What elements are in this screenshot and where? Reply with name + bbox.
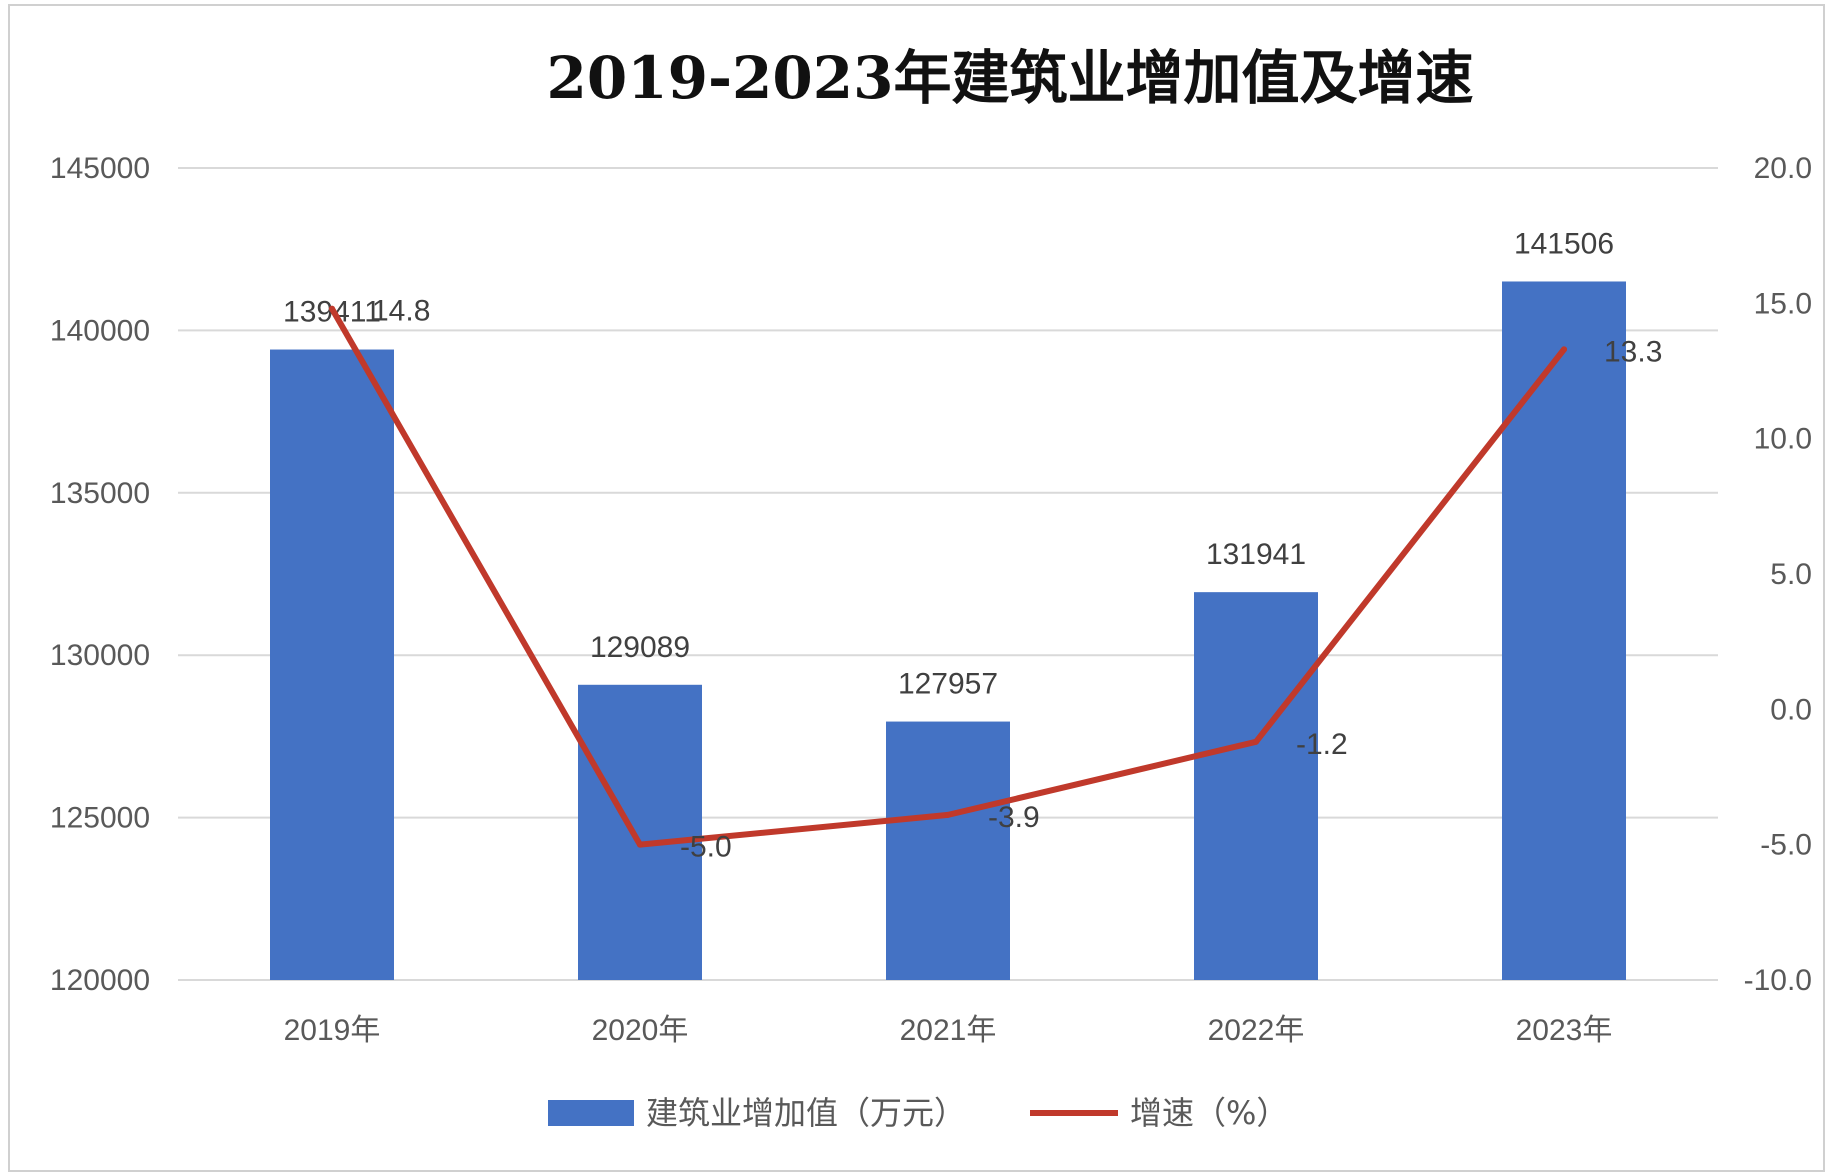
legend-bar-swatch xyxy=(548,1100,634,1126)
line-data-label: 14.8 xyxy=(372,295,430,328)
right-axis-tick-label: -10.0 xyxy=(1744,964,1812,997)
gridlines xyxy=(178,167,1718,981)
right-axis-tick-label: 0.0 xyxy=(1770,693,1812,726)
right-axis: -10.0 -5.0 0.0 5.0 10.0 15.0 20.0 xyxy=(1744,152,1812,997)
x-axis: 2019年 2020年 2021年 2022年 2023年 xyxy=(284,1014,1613,1047)
bar-data-label: 141506 xyxy=(1514,227,1614,260)
bar xyxy=(886,721,1010,980)
right-axis-tick-label: 15.0 xyxy=(1754,287,1812,320)
right-axis-tick-label: -5.0 xyxy=(1760,829,1812,862)
x-axis-tick-label: 2023年 xyxy=(1516,1014,1613,1047)
left-axis-tick-label: 140000 xyxy=(50,314,150,347)
left-axis-tick-label: 125000 xyxy=(50,802,150,835)
line-point xyxy=(637,841,643,848)
left-axis-tick-label: 145000 xyxy=(50,152,150,185)
left-axis: 120000 125000 130000 135000 140000 145000 xyxy=(50,152,150,997)
line-point xyxy=(1561,346,1567,353)
left-axis-tick-label: 135000 xyxy=(50,477,150,510)
line-point xyxy=(945,811,951,818)
line-point xyxy=(1253,738,1259,745)
legend-line-label: 增速（%） xyxy=(1130,1094,1288,1132)
bar xyxy=(1502,281,1626,980)
left-axis-tick-label: 120000 xyxy=(50,964,150,997)
line-data-label: 13.3 xyxy=(1604,335,1662,368)
bar xyxy=(1194,592,1318,980)
line-point xyxy=(329,305,335,312)
x-axis-tick-label: 2022年 xyxy=(1208,1014,1305,1047)
line-data-label: -1.2 xyxy=(1296,728,1348,761)
bar-data-label: 129089 xyxy=(590,631,690,664)
x-axis-tick-label: 2019年 xyxy=(284,1014,381,1047)
legend-bar-label: 建筑业增加值（万元） xyxy=(646,1094,966,1132)
x-axis-tick-label: 2021年 xyxy=(900,1014,997,1047)
x-axis-tick-label: 2020年 xyxy=(592,1014,689,1047)
chart-title: 2019-2023年建筑业增加值及增速 xyxy=(547,44,1474,112)
line-data-label: -5.0 xyxy=(680,831,732,864)
line-data-label: -3.9 xyxy=(988,801,1040,834)
right-axis-tick-label: 10.0 xyxy=(1754,423,1812,456)
bar-data-label: 127957 xyxy=(898,668,998,701)
line-series: 14.8 -5.0 -3.9 -1.2 13.3 xyxy=(329,295,1662,864)
bar-data-label: 131941 xyxy=(1206,538,1306,571)
left-axis-tick-label: 130000 xyxy=(50,639,150,672)
right-axis-tick-label: 20.0 xyxy=(1754,152,1812,185)
bar xyxy=(578,684,702,980)
right-axis-tick-label: 5.0 xyxy=(1770,558,1812,591)
legend: 建筑业增加值（万元） 增速（%） xyxy=(548,1094,1288,1132)
bar xyxy=(270,349,394,980)
